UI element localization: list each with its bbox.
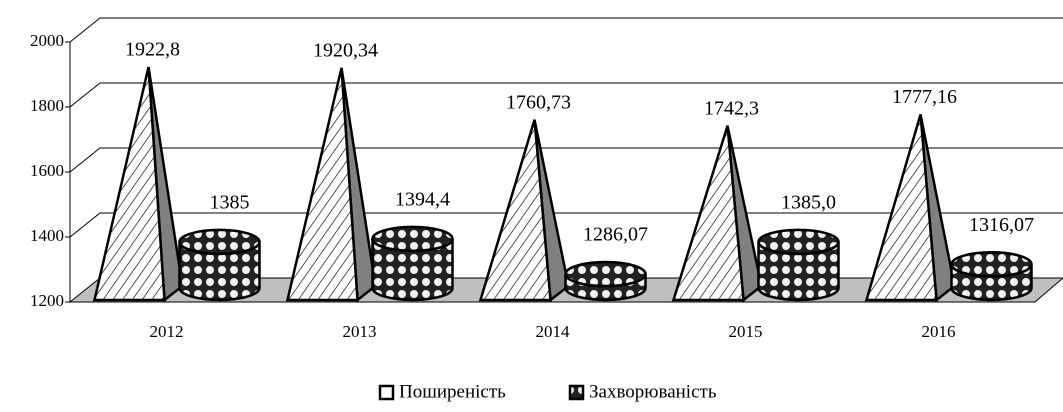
cylinder-top <box>950 251 1033 278</box>
cylinder-top <box>371 225 454 253</box>
pyramid <box>478 119 552 302</box>
y-tick-label: 1800 <box>30 96 64 115</box>
legend-label: Поширеність <box>399 381 506 402</box>
y-tick-label: 1600 <box>30 161 64 180</box>
pyramid <box>671 125 745 302</box>
x-tick-label: 2016 <box>922 322 956 341</box>
y-tick-label: 2000 <box>30 31 64 50</box>
grid-line <box>69 82 1063 108</box>
value-label: 1742,3 <box>704 97 759 119</box>
value-label: 1760,73 <box>506 91 571 113</box>
x-tick-label: 2012 <box>150 322 184 341</box>
legend-label: Захворюваність <box>589 381 717 402</box>
value-label: 1920,34 <box>313 39 378 61</box>
value-label: 1316,07 <box>969 214 1034 236</box>
cylinder-top <box>178 228 261 256</box>
legend-marker <box>568 384 585 401</box>
cylinder-top <box>564 260 647 288</box>
value-label: 1385,0 <box>781 191 836 213</box>
x-tick-label: 2013 <box>343 322 377 341</box>
value-label: 1394,4 <box>395 188 450 210</box>
pyramid <box>864 114 938 302</box>
grid-line <box>69 147 1063 173</box>
grid-line <box>69 17 1063 43</box>
x-tick-label: 2014 <box>536 322 571 341</box>
cylinder-top <box>757 228 840 256</box>
value-label: 1777,16 <box>892 86 957 108</box>
pyramid <box>285 67 359 302</box>
value-label: 1385 <box>210 191 250 213</box>
value-label: 1922,8 <box>125 39 180 61</box>
value-label: 1286,07 <box>583 224 648 246</box>
legend-marker <box>378 384 395 401</box>
x-tick-label: 2015 <box>729 322 763 341</box>
y-tick-label: 1400 <box>30 226 64 245</box>
pyramid <box>92 66 166 302</box>
y-tick-label: 1200 <box>30 291 64 310</box>
